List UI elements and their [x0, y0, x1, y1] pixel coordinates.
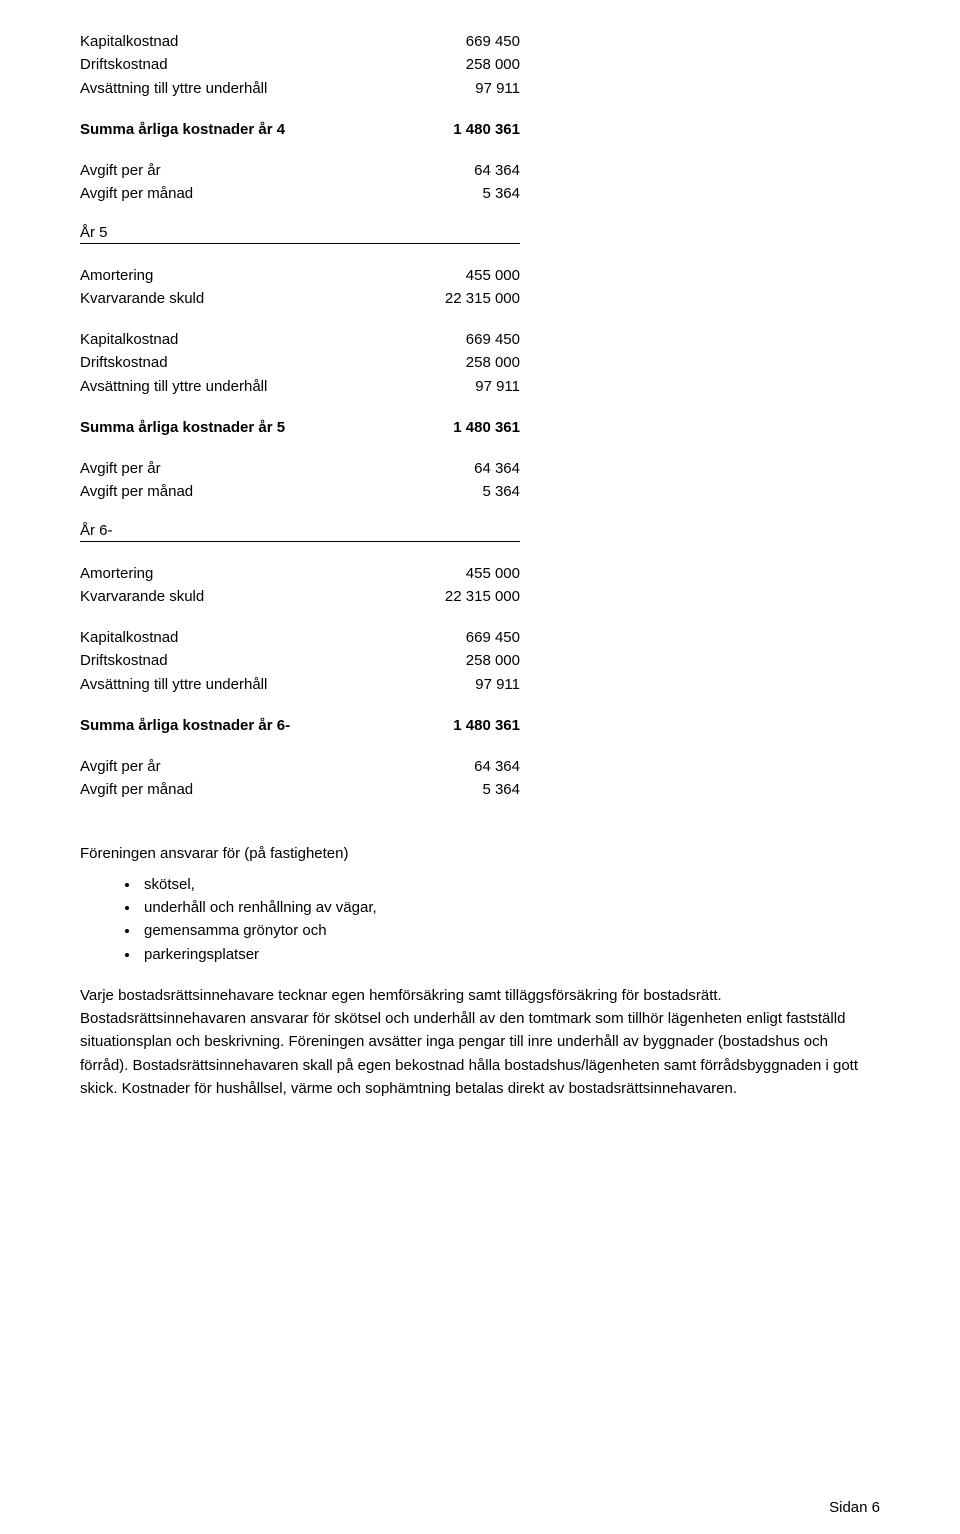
cost-label: Kapitalkostnad: [80, 626, 400, 649]
cost-value: 455 000: [400, 264, 520, 287]
fee-label: Avgift per år: [80, 457, 400, 480]
fee-row: Avgift per månad 5 364: [80, 778, 880, 801]
cost-value: 258 000: [400, 53, 520, 76]
cost-value: 455 000: [400, 562, 520, 585]
year-heading: År 5: [80, 224, 880, 241]
cost-label: Avsättning till yttre underhåll: [80, 673, 400, 696]
responsibility-intro: Föreningen ansvarar för (på fastigheten): [80, 842, 880, 865]
paragraph: Varje bostadsrättsinnehavare tecknar ege…: [80, 984, 880, 1100]
cost-value: 22 315 000: [400, 287, 520, 310]
table-row: Avsättning till yttre underhåll 97 911: [80, 77, 880, 100]
responsibility-list: skötsel, underhåll och renhållning av vä…: [80, 873, 880, 966]
table-row: Amortering 455 000: [80, 264, 880, 287]
sum-value: 1 480 361: [400, 416, 520, 439]
list-item: gemensamma grönytor och: [140, 919, 880, 942]
list-item: underhåll och renhållning av vägar,: [140, 896, 880, 919]
sum-value: 1 480 361: [400, 714, 520, 737]
cost-value: 22 315 000: [400, 585, 520, 608]
sum-row: Summa årliga kostnader år 5 1 480 361: [80, 416, 880, 439]
cost-value: 669 450: [400, 626, 520, 649]
cost-label: Driftskostnad: [80, 53, 400, 76]
cost-value: 97 911: [400, 375, 520, 398]
table-row: Driftskostnad 258 000: [80, 649, 880, 672]
cost-value: 258 000: [400, 351, 520, 374]
cost-label: Driftskostnad: [80, 351, 400, 374]
section-divider: [80, 541, 520, 542]
table-row: Kapitalkostnad 669 450: [80, 30, 880, 53]
cost-label: Driftskostnad: [80, 649, 400, 672]
fee-value: 64 364: [400, 755, 520, 778]
cost-label: Amortering: [80, 264, 400, 287]
year-heading: År 6-: [80, 522, 880, 539]
fee-label: Avgift per år: [80, 159, 400, 182]
table-row: Kvarvarande skuld 22 315 000: [80, 585, 880, 608]
fee-row: Avgift per år 64 364: [80, 457, 880, 480]
fee-row: Avgift per år 64 364: [80, 755, 880, 778]
section-divider: [80, 243, 520, 244]
sum-row: Summa årliga kostnader år 4 1 480 361: [80, 118, 880, 141]
cost-label: Kvarvarande skuld: [80, 287, 400, 310]
fee-value: 5 364: [400, 480, 520, 503]
cost-label: Avsättning till yttre underhåll: [80, 77, 400, 100]
fee-label: Avgift per månad: [80, 480, 400, 503]
cost-label: Amortering: [80, 562, 400, 585]
fee-label: Avgift per månad: [80, 778, 400, 801]
cost-label: Kvarvarande skuld: [80, 585, 400, 608]
fee-label: Avgift per år: [80, 755, 400, 778]
table-row: Kvarvarande skuld 22 315 000: [80, 287, 880, 310]
sum-label: Summa årliga kostnader år 6-: [80, 714, 400, 737]
fee-label: Avgift per månad: [80, 182, 400, 205]
table-row: Driftskostnad 258 000: [80, 53, 880, 76]
cost-label: Avsättning till yttre underhåll: [80, 375, 400, 398]
table-row: Avsättning till yttre underhåll 97 911: [80, 375, 880, 398]
fee-value: 5 364: [400, 778, 520, 801]
page-number: Sidan 6: [829, 1499, 880, 1516]
cost-label: Kapitalkostnad: [80, 30, 400, 53]
table-row: Kapitalkostnad 669 450: [80, 328, 880, 351]
cost-label: Kapitalkostnad: [80, 328, 400, 351]
table-row: Kapitalkostnad 669 450: [80, 626, 880, 649]
sum-label: Summa årliga kostnader år 4: [80, 118, 400, 141]
cost-value: 669 450: [400, 328, 520, 351]
cost-value: 97 911: [400, 77, 520, 100]
sum-value: 1 480 361: [400, 118, 520, 141]
fee-row: Avgift per år 64 364: [80, 159, 880, 182]
sum-row: Summa årliga kostnader år 6- 1 480 361: [80, 714, 880, 737]
fee-row: Avgift per månad 5 364: [80, 182, 880, 205]
cost-value: 258 000: [400, 649, 520, 672]
list-item: skötsel,: [140, 873, 880, 896]
fee-row: Avgift per månad 5 364: [80, 480, 880, 503]
sum-label: Summa årliga kostnader år 5: [80, 416, 400, 439]
table-row: Avsättning till yttre underhåll 97 911: [80, 673, 880, 696]
table-row: Amortering 455 000: [80, 562, 880, 585]
fee-value: 64 364: [400, 159, 520, 182]
cost-value: 669 450: [400, 30, 520, 53]
fee-value: 5 364: [400, 182, 520, 205]
table-row: Driftskostnad 258 000: [80, 351, 880, 374]
list-item: parkeringsplatser: [140, 943, 880, 966]
cost-value: 97 911: [400, 673, 520, 696]
fee-value: 64 364: [400, 457, 520, 480]
